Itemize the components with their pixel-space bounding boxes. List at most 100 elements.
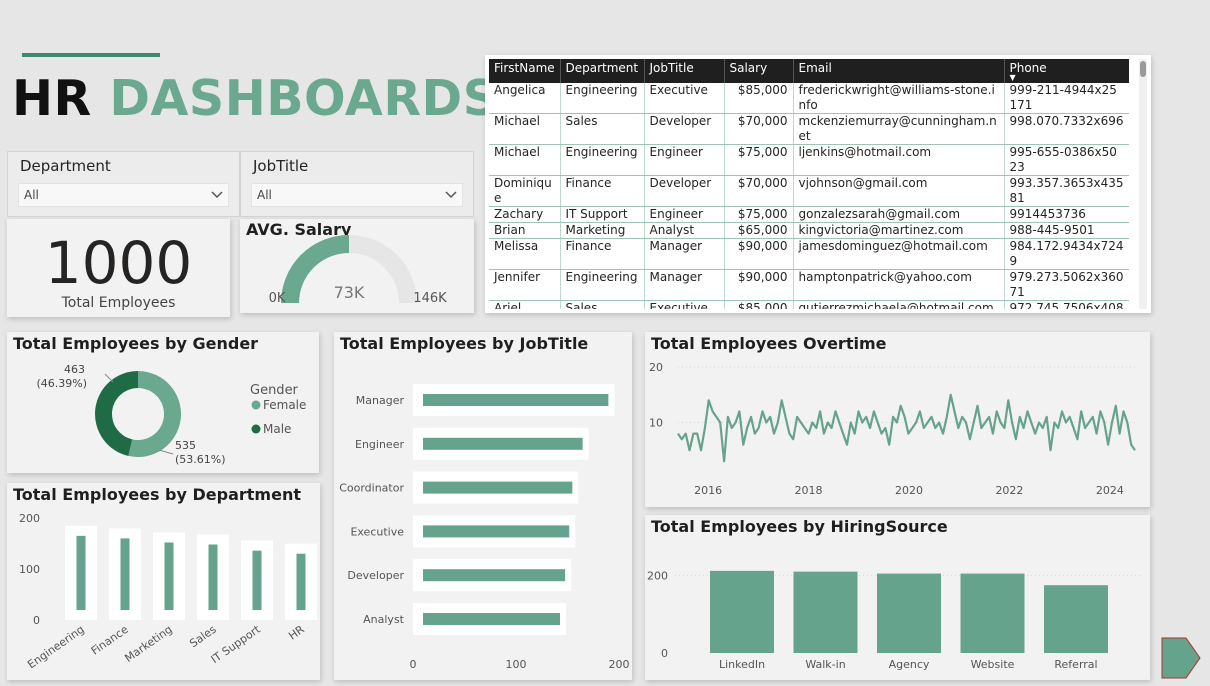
table-row[interactable]: Angelica Engineering Executive $85,000 frede… — [489, 83, 1129, 114]
table-cell: jamesdominguez@hotmail.com — [793, 238, 1005, 270]
avg-salary-gauge: 0K 73K 146K — [269, 235, 447, 306]
x-tick-label: 2024 — [1096, 484, 1124, 497]
page-title-hr: HR — [12, 70, 92, 127]
table-cell: frederickwright@williams-stone.info — [793, 83, 1005, 114]
table-cell: Finance — [560, 238, 645, 270]
jobtitle-bar-chart: Manager Engineer Coordinator Executive Devel… — [339, 384, 630, 671]
table-cell: Jennifer — [489, 269, 561, 301]
table-row[interactable]: Brian Marketing Analyst $65,000 kingvictoria… — [489, 222, 1129, 239]
table-cell: $70,000 — [724, 113, 794, 145]
hiring-category-label: LinkedIn — [719, 658, 765, 671]
table-cell: 995-655-0386x5023 — [1004, 144, 1129, 176]
hiring-category-label: Agency — [889, 658, 930, 671]
table-cell: Melissa — [489, 238, 561, 270]
column-header-phone[interactable]: Phone ▼ — [1004, 59, 1129, 83]
x-tick-label: 200 — [609, 658, 630, 671]
hiring-bar[interactable] — [960, 573, 1025, 653]
page-title-dashboards: DASHBOARDS — [109, 70, 499, 127]
employee-table-card: FirstName Department JobTitle Salary Ema… — [485, 55, 1151, 313]
chevron-down-icon — [211, 191, 223, 199]
overtime-line-chart: 10 20 2016 2018 2020 2022 2024 — [649, 361, 1136, 497]
department-bar[interactable] — [208, 544, 218, 610]
y-tick-label: 20 — [649, 361, 663, 374]
column-header-salary[interactable]: Salary — [724, 59, 794, 83]
gauge-min-label: 0K — [269, 291, 286, 306]
hiring-chart-card: Total Employees by HiringSource 0 200 Link… — [645, 515, 1150, 680]
table-body: Angelica Engineering Executive $85,000 frede… — [489, 83, 1129, 309]
department-chart-title: Total Employees by Department — [13, 485, 301, 504]
column-header-jobtitle[interactable]: JobTitle — [644, 59, 725, 83]
overtime-chart-card: Total Employees Overtime 10 20 2016 2018 202… — [645, 332, 1150, 507]
table-cell: Michael — [489, 113, 561, 145]
table-cell: 979.273.5062x36071 — [1004, 269, 1129, 301]
table-row[interactable]: Michael Engineering Engineer $75,000 ljenkin… — [489, 144, 1129, 176]
table-cell: 972.745.7506x408 — [1004, 300, 1129, 309]
employee-table-viewport: FirstName Department JobTitle Salary Ema… — [489, 59, 1129, 309]
table-cell: hamptonpatrick@yahoo.com — [793, 269, 1005, 301]
table-row[interactable]: Zachary IT Support Engineer $75,000 gonzalez… — [489, 206, 1129, 223]
table-cell: gutierrezmichaela@hotmail.com — [793, 300, 1005, 309]
department-category-label: HR — [286, 623, 307, 643]
department-bar[interactable] — [120, 538, 130, 610]
jobtitle-dropdown-value: All — [257, 188, 272, 202]
department-bar[interactable] — [76, 535, 86, 610]
next-page-arrow-icon[interactable] — [1160, 636, 1202, 680]
column-header-email[interactable]: Email — [793, 59, 1005, 83]
table-cell: $65,000 — [724, 222, 794, 239]
department-chart-card: Total Employees by Department 0 100 200 Eng… — [7, 483, 320, 680]
table-cell: kingvictoria@martinez.com — [793, 222, 1005, 239]
table-row[interactable]: Dominique Finance Developer $70,000 vjohnson… — [489, 175, 1129, 207]
jobtitle-bar[interactable] — [423, 437, 583, 450]
jobtitle-category-label: Executive — [350, 525, 404, 538]
jobtitle-bar[interactable] — [423, 525, 570, 538]
jobtitle-bar[interactable] — [423, 613, 560, 625]
table-cell: Engineering — [560, 144, 645, 176]
jobtitle-slicer-label: JobTitle — [253, 157, 309, 175]
hiring-bar[interactable] — [877, 573, 941, 653]
leader-line — [104, 373, 114, 383]
table-row[interactable]: Melissa Finance Manager $90,000 jamesdomingu… — [489, 238, 1129, 270]
total-employees-card: 1000 Total Employees — [7, 219, 230, 317]
table-cell: vjohnson@gmail.com — [793, 175, 1005, 207]
department-bar[interactable] — [296, 553, 306, 610]
hiring-bar[interactable] — [1044, 585, 1108, 653]
legend-label-male[interactable]: Male — [263, 422, 291, 436]
gauge-max-label: 146K — [413, 291, 447, 306]
table-scrollbar[interactable] — [1139, 59, 1147, 309]
hiring-bar[interactable] — [710, 570, 774, 653]
department-dropdown[interactable]: All — [18, 183, 229, 207]
table-cell: 9914453736 — [1004, 206, 1129, 223]
jobtitle-bar[interactable] — [423, 569, 566, 582]
table-row[interactable]: Ariel Sales Executive $85,000 gutierrezmicha… — [489, 300, 1129, 309]
jobtitle-bar[interactable] — [423, 394, 609, 406]
jobtitle-category-label: Manager — [356, 394, 405, 407]
department-bar[interactable] — [164, 542, 174, 610]
table-row[interactable]: Jennifer Engineering Manager $90,000 hampton… — [489, 269, 1129, 301]
column-header-phone-label: Phone — [1009, 61, 1047, 75]
overtime-series-line[interactable] — [677, 393, 1136, 463]
legend-dot-male — [251, 424, 261, 434]
donut-slice-female[interactable] — [128, 371, 181, 457]
department-slicer: Department All — [7, 151, 240, 217]
chevron-down-icon — [445, 191, 457, 199]
hiring-bar[interactable] — [793, 571, 858, 653]
column-header-department[interactable]: Department — [560, 59, 645, 83]
table-cell: $75,000 — [724, 206, 794, 223]
y-tick-label: 0 — [661, 647, 668, 660]
table-cell: 998.070.7332x696 — [1004, 113, 1129, 145]
x-tick-label: 2016 — [694, 484, 722, 497]
jobtitle-bar[interactable] — [423, 481, 573, 494]
title-accent-line — [22, 53, 160, 57]
table-scrollbar-thumb[interactable] — [1140, 61, 1146, 77]
table-cell: gonzalezsarah@gmail.com — [793, 206, 1005, 223]
table-cell: Sales — [560, 113, 645, 145]
department-category-label: IT Support — [209, 622, 264, 666]
column-header-firstname[interactable]: FirstName — [489, 59, 561, 83]
donut-slice-male[interactable] — [95, 371, 138, 456]
department-bar[interactable] — [252, 550, 262, 610]
table-row[interactable]: Michael Sales Developer $70,000 mckenziemurr… — [489, 113, 1129, 145]
legend-label-female[interactable]: Female — [263, 398, 306, 412]
jobtitle-dropdown[interactable]: All — [251, 183, 463, 207]
x-tick-label: 0 — [410, 658, 417, 671]
y-tick-label: 100 — [19, 563, 40, 576]
